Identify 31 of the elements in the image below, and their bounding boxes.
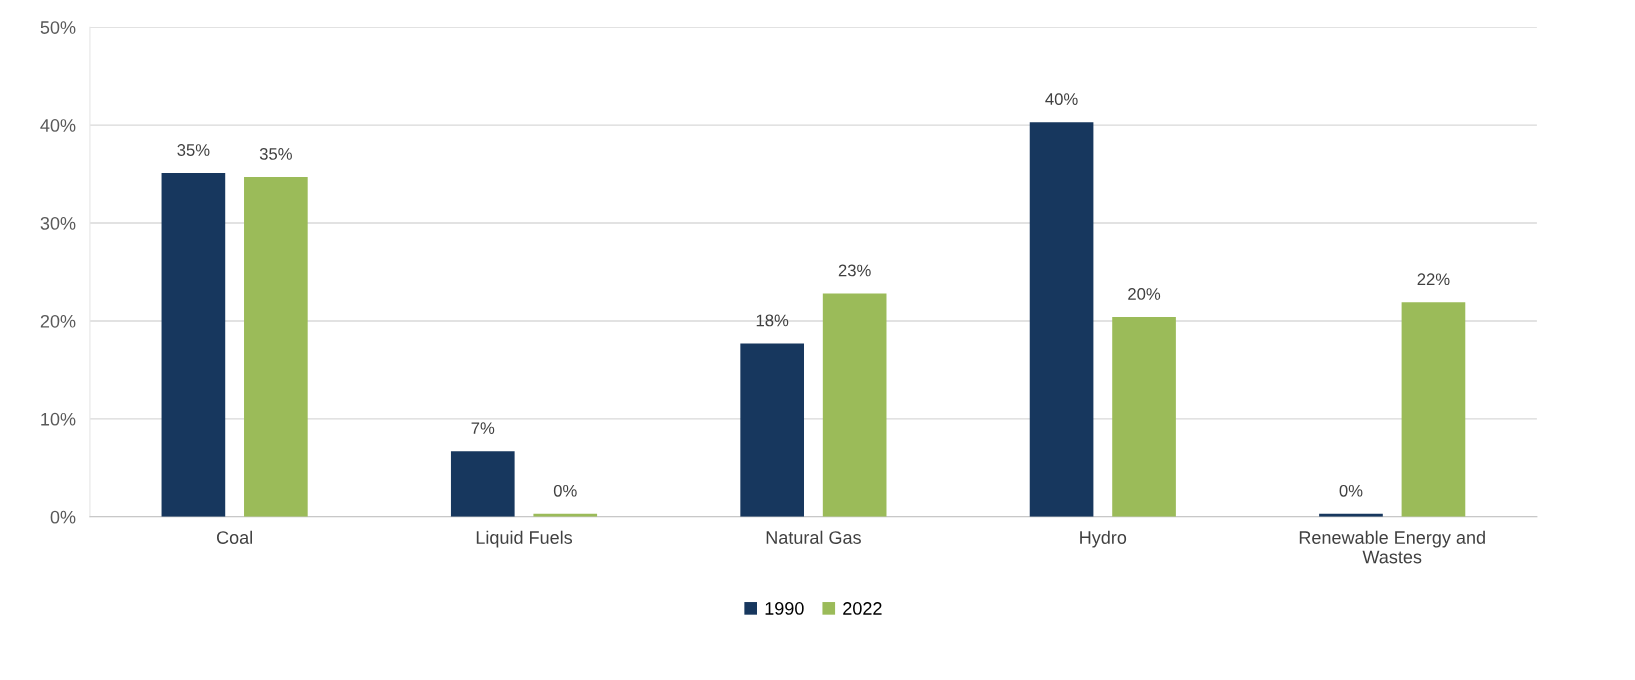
data-label: 35%: [177, 144, 210, 156]
x-tick-label: Hydro: [1080, 530, 1127, 548]
bar: [740, 343, 805, 517]
y-tick-label: 40%: [40, 119, 76, 132]
bar: [1029, 122, 1094, 517]
x-tick-label: Coal: [216, 530, 252, 544]
y-tick-label: 0%: [50, 510, 76, 524]
data-label: 23%: [838, 264, 871, 277]
bar: [161, 173, 226, 517]
y-tick-label: 30%: [40, 216, 76, 230]
bar: [822, 293, 887, 517]
data-label: 7%: [471, 422, 495, 434]
data-label: 20%: [1128, 288, 1161, 300]
bar: [244, 177, 308, 517]
y-tick-label: 20%: [40, 314, 76, 328]
x-tick-label: Liquid Fuels: [476, 530, 573, 548]
data-label: 0%: [1339, 484, 1363, 497]
x-tick-label: Renewable Energy and Wastes: [1299, 530, 1485, 564]
y-tick-label: 10%: [41, 412, 76, 426]
data-label: 35%: [259, 148, 292, 160]
x-tick-label: Natural Gas: [766, 530, 861, 544]
data-label: 0%: [553, 484, 577, 497]
legend-label: 1990: [765, 602, 804, 615]
legend-label: 2022: [843, 602, 882, 615]
bar: [1401, 302, 1466, 517]
data-label: 40%: [1045, 93, 1078, 105]
bar: [1112, 317, 1176, 517]
data-label: 18%: [756, 314, 789, 327]
bar: [450, 451, 515, 517]
data-label: 22%: [1417, 273, 1450, 286]
y-tick-label: 50%: [40, 21, 76, 34]
